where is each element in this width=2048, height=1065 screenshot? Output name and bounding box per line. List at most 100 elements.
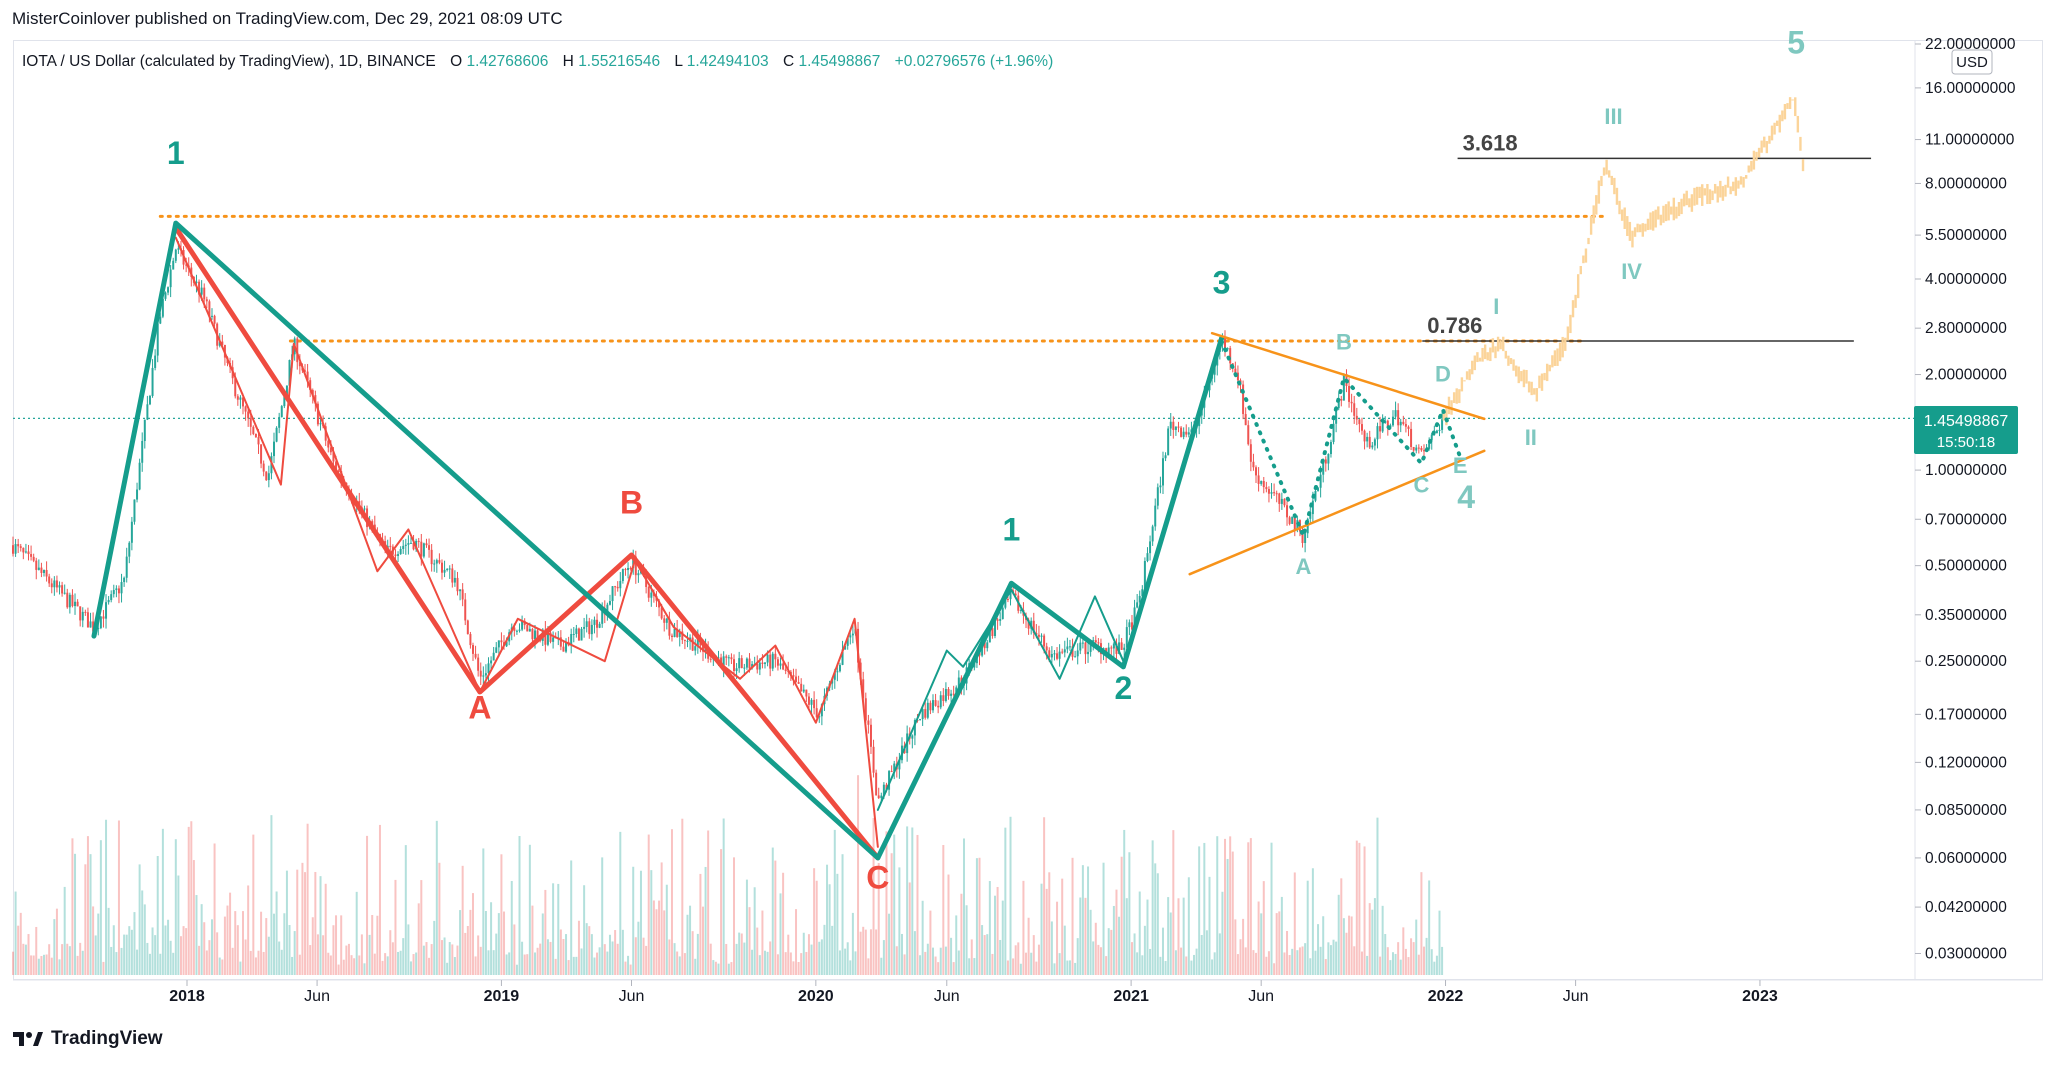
volume-bar	[179, 936, 182, 975]
volume-bar	[911, 827, 914, 975]
candle-body	[797, 682, 800, 684]
volume-bar	[273, 913, 276, 975]
candle-body	[1123, 647, 1126, 650]
volume-bar	[1022, 880, 1025, 975]
legend-high-label: H	[563, 53, 574, 70]
volume-bar	[820, 939, 823, 975]
volume-bar	[1345, 932, 1348, 975]
wave-label: A	[1295, 554, 1311, 579]
candle-body	[756, 663, 759, 670]
volume-bar	[221, 959, 224, 975]
volume-bar	[1190, 960, 1193, 975]
candle-body	[534, 630, 537, 640]
candle-body	[1283, 498, 1286, 506]
volume-bar	[19, 912, 22, 975]
volume-bar	[1298, 947, 1301, 975]
currency-box[interactable]	[1951, 49, 1993, 75]
volume-bar	[1048, 872, 1051, 975]
candle-body	[686, 640, 689, 642]
volume-bar	[1273, 963, 1276, 975]
candle-body	[244, 406, 247, 412]
candle-body	[1368, 436, 1371, 448]
volume-bar	[766, 951, 769, 975]
candle-body	[1348, 385, 1351, 402]
volume-bar	[89, 854, 92, 975]
candle-body	[102, 616, 105, 619]
volume-bar	[647, 834, 650, 975]
volume-bar	[1213, 952, 1216, 975]
volume-bar	[926, 943, 929, 975]
volume-bar	[420, 880, 423, 975]
volume-bar	[164, 925, 167, 975]
candle-body	[836, 671, 839, 673]
projection-bar	[1584, 248, 1588, 263]
volume-bar	[1332, 939, 1335, 975]
volume-bar	[332, 925, 335, 975]
candle-body	[800, 683, 803, 692]
projection-bar	[1739, 176, 1743, 185]
candle-body	[1076, 650, 1079, 657]
volume-bar	[1311, 868, 1314, 975]
volume-bar	[1066, 960, 1069, 975]
volume-bar	[505, 954, 508, 975]
candle-body	[278, 416, 281, 428]
projection-bar	[1706, 184, 1709, 205]
volume-bar	[1270, 842, 1273, 975]
volume-bar	[1293, 872, 1296, 975]
candle-body	[673, 628, 676, 637]
volume-bar	[1226, 858, 1229, 975]
candle-body	[1358, 419, 1361, 425]
candle-body	[1048, 650, 1051, 658]
volume-bar	[399, 950, 402, 975]
candle-body	[735, 668, 738, 672]
projection-bar	[1783, 104, 1787, 120]
volume-bar	[1071, 857, 1074, 975]
volume-bar	[265, 918, 268, 975]
projection-bar	[1778, 114, 1781, 133]
volume-bar	[1141, 955, 1144, 975]
candle-body	[919, 719, 922, 721]
volume-bar	[482, 848, 485, 975]
candle-body	[585, 621, 588, 627]
candle-body	[598, 623, 601, 628]
volume-bar	[1425, 937, 1428, 975]
price-tick-label: 1.00000000	[1925, 462, 2007, 479]
candle-body	[913, 720, 916, 736]
candle-body	[1286, 505, 1289, 518]
fib-level-label: 0.786	[1427, 313, 1482, 338]
volume-bar	[120, 947, 123, 975]
volume-bar	[1027, 917, 1030, 975]
volume-bar	[944, 946, 947, 975]
volume-bar	[1391, 952, 1394, 975]
volume-bar	[1363, 846, 1366, 975]
candle-body	[650, 592, 653, 598]
volume-bar	[1291, 948, 1294, 975]
volume-bar	[1169, 912, 1172, 975]
volume-bar	[1084, 897, 1087, 975]
candle-body	[888, 771, 891, 790]
candle-body	[1079, 642, 1082, 651]
candle-body	[722, 656, 725, 668]
volume-bar	[296, 869, 299, 975]
candle-body	[1156, 487, 1159, 506]
candle-body	[575, 628, 578, 634]
volume-bar	[1283, 952, 1286, 975]
volume-bar	[1376, 817, 1379, 975]
volume-bar	[210, 919, 213, 975]
candle-body	[1420, 448, 1423, 451]
projection-bar	[1682, 193, 1686, 207]
candle-body	[141, 440, 144, 463]
candle-body	[335, 461, 338, 471]
volume-bar	[249, 950, 252, 975]
candle-body	[76, 601, 79, 607]
candle-body	[1045, 646, 1048, 651]
projection-bar	[1553, 350, 1557, 366]
volume-bar	[947, 874, 950, 975]
candle-body	[1355, 415, 1358, 420]
volume-bar	[1161, 927, 1164, 975]
volume-bar	[1404, 948, 1407, 975]
volume-bar	[1239, 939, 1242, 975]
volume-bar	[994, 895, 997, 975]
projection-bar	[1494, 346, 1497, 359]
